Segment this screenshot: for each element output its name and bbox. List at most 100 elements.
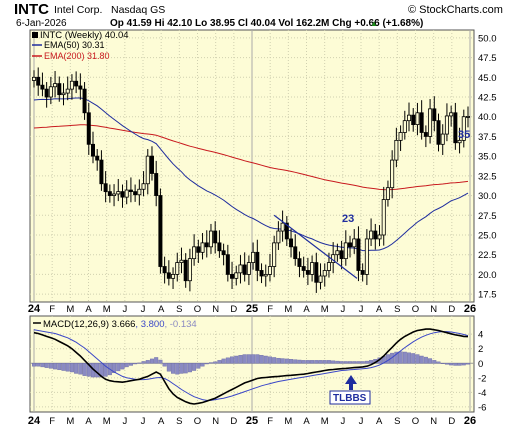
candle-body [453,112,458,144]
candle-body [86,112,91,145]
macd-hist-bar [166,363,171,372]
watermark: © StockCharts.com [408,4,503,16]
macd-hist-bar [322,360,327,364]
candle-body [171,274,176,279]
macd-hist-bar [36,363,41,367]
candle-body [120,191,125,198]
candle-body [90,143,95,157]
candle-body [238,264,243,274]
date-tick-label: A [158,416,165,427]
candle-body [141,183,146,190]
macd-tick-label: -6 [478,402,486,413]
candle-body [53,83,58,88]
macd-hist-bar [145,360,150,364]
macd-hist-bar [301,360,306,364]
candle-body [415,112,420,126]
macd-hist-bar [314,360,319,364]
macd-hist-bar [318,360,323,364]
macd-hist-bar [356,361,361,364]
date-tick-label: S [176,304,182,315]
macd-tick-label: 0 [478,359,483,370]
candle-body [352,238,357,248]
ema50-line [33,97,469,252]
date-tick-label: M [284,416,292,427]
macd-hist-bar [78,363,83,375]
candle-body [461,116,466,141]
date-tick-label: J [122,304,127,315]
candle-body [200,242,205,253]
candle-body [133,191,138,196]
date-tick-label: J [359,304,364,315]
candle-body [82,88,87,114]
macd-legend: MACD(12,26,9) 3.666, 3.800, -0.134 [31,317,241,330]
macd-legend-label: MACD(12,26,9) [43,319,112,330]
macd-hist-bar [280,358,285,364]
date-tick-label: F [49,416,55,427]
macd-hist-bar [352,361,357,364]
date-tick-label: O [412,416,419,427]
candle-body [267,266,272,275]
macd-hist-bar [259,355,264,364]
macd-hist-bar [284,358,289,364]
date-tick-label: A [85,304,92,315]
macd-hist-bar [364,360,369,364]
date-tick-label: J [141,304,146,315]
date-tick-label: 24 [28,415,41,427]
macd-hist-bar [53,363,58,370]
tlbbs-box [329,390,371,405]
macd-hist-bar [112,363,117,373]
macd-legend-macd: 3.666 [112,319,136,330]
date-tick-label: M [284,304,292,315]
candle-body [432,108,437,122]
candle-body [360,270,365,275]
date-tick-label: A [376,304,383,315]
candle-body [196,246,201,253]
date-axis-bottom: 24 F M A M J J A S O N D 25 F M A M J J A S O N D 26 [28,415,476,427]
date-tick-label: D [230,304,237,315]
candle-body [242,264,247,275]
candle-body [423,132,428,137]
macd-hist-bar [171,363,176,374]
candle-body [276,230,281,244]
date-tick-label: D [448,416,455,427]
candle-body [213,230,218,244]
legend-price-swatch [32,32,38,38]
candle-body [217,242,222,252]
macd-hist-bar [385,354,390,364]
date-tick-label: O [194,416,201,427]
price-axis: 17.5 20.0 22.5 25.0 27.5 30.0 32.5 35.0 37.5 40.0… [478,33,497,300]
candle-body [394,139,399,161]
date-tick-label: A [376,416,383,427]
macd-hist-bar [276,357,281,364]
macd-axis: -6 -4 -2 0 2 4 [478,330,486,414]
candle-body [230,274,235,279]
price-tick-label: 50.0 [478,33,497,44]
macd-tick-label: -2 [478,373,486,384]
macd-hist-bar [230,356,235,364]
date-tick-label: 24 [28,303,41,315]
macd-hist-bar [289,359,294,364]
macd-hist-bar [339,361,344,364]
candle-body [107,191,112,196]
macd-hist-bar [133,363,138,365]
candle-body [465,116,470,118]
candle-body [40,84,45,90]
candle-body [310,262,315,275]
annotation-23: 23 [342,213,354,225]
candle-body [208,230,213,248]
macd-hist-bar [440,363,445,364]
macd-hist-bar [141,361,146,364]
macd-hist-bar [162,363,167,367]
price-tick-label: 32.5 [478,171,497,182]
candle-body [204,242,209,248]
date-tick-label: O [412,304,419,315]
candle-body [305,270,310,275]
date-tick-label: F [267,416,273,427]
macd-histogram [31,351,471,378]
candle-body [255,251,260,271]
price-tick-label: 42.5 [478,93,497,104]
date-tick-label: D [230,416,237,427]
macd-hist-bar [213,361,218,364]
candle-body [246,262,251,275]
candle-body [158,195,163,267]
